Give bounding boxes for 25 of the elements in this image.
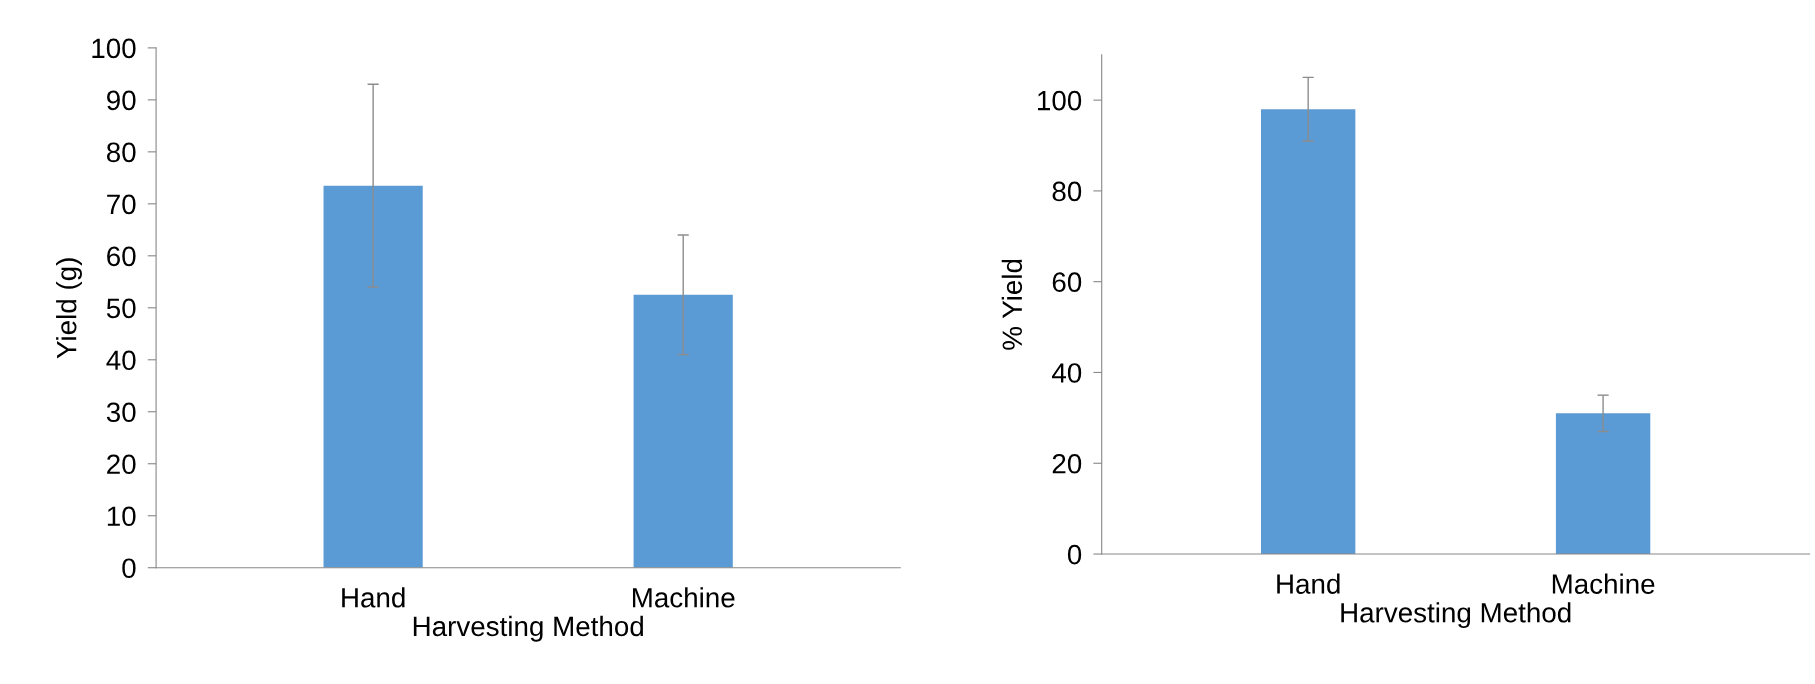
x-tick-label: Machine (632, 587, 735, 608)
y-tick-label: 40 (1052, 363, 1082, 383)
y-tick-label: 20 (107, 454, 136, 475)
y-tick-label: 70 (107, 194, 136, 215)
x-axis-title: Harvesting Method (413, 615, 643, 642)
y-axis-title: Yield (g) (56, 258, 82, 359)
y-tick-label: 10 (107, 506, 136, 527)
x-tick-label: Hand (1277, 573, 1340, 594)
y-tick-label: 50 (106, 298, 136, 319)
y-tick-label: 90 (107, 90, 136, 111)
y-tick-label: 0 (1067, 544, 1082, 565)
y-tick-label: 20 (1052, 453, 1082, 474)
y-axis-title: % Yield (1001, 259, 1023, 350)
x-tick-label: Machine (1552, 573, 1655, 594)
y-tick-label: 100 (92, 38, 136, 59)
y-tick-label: 0 (122, 558, 136, 579)
x-axis-title: Harvesting Method (1341, 602, 1571, 629)
y-tick-label: 100 (1038, 90, 1082, 111)
y-tick-label: 80 (1052, 181, 1082, 202)
y-tick-label: 40 (106, 350, 136, 371)
y-tick-label: 60 (1052, 272, 1082, 293)
y-tick-label: 80 (106, 142, 136, 163)
y-tick-label: 30 (106, 402, 136, 423)
y-tick-label: 60 (107, 246, 136, 267)
x-tick-label: Hand (342, 587, 405, 608)
